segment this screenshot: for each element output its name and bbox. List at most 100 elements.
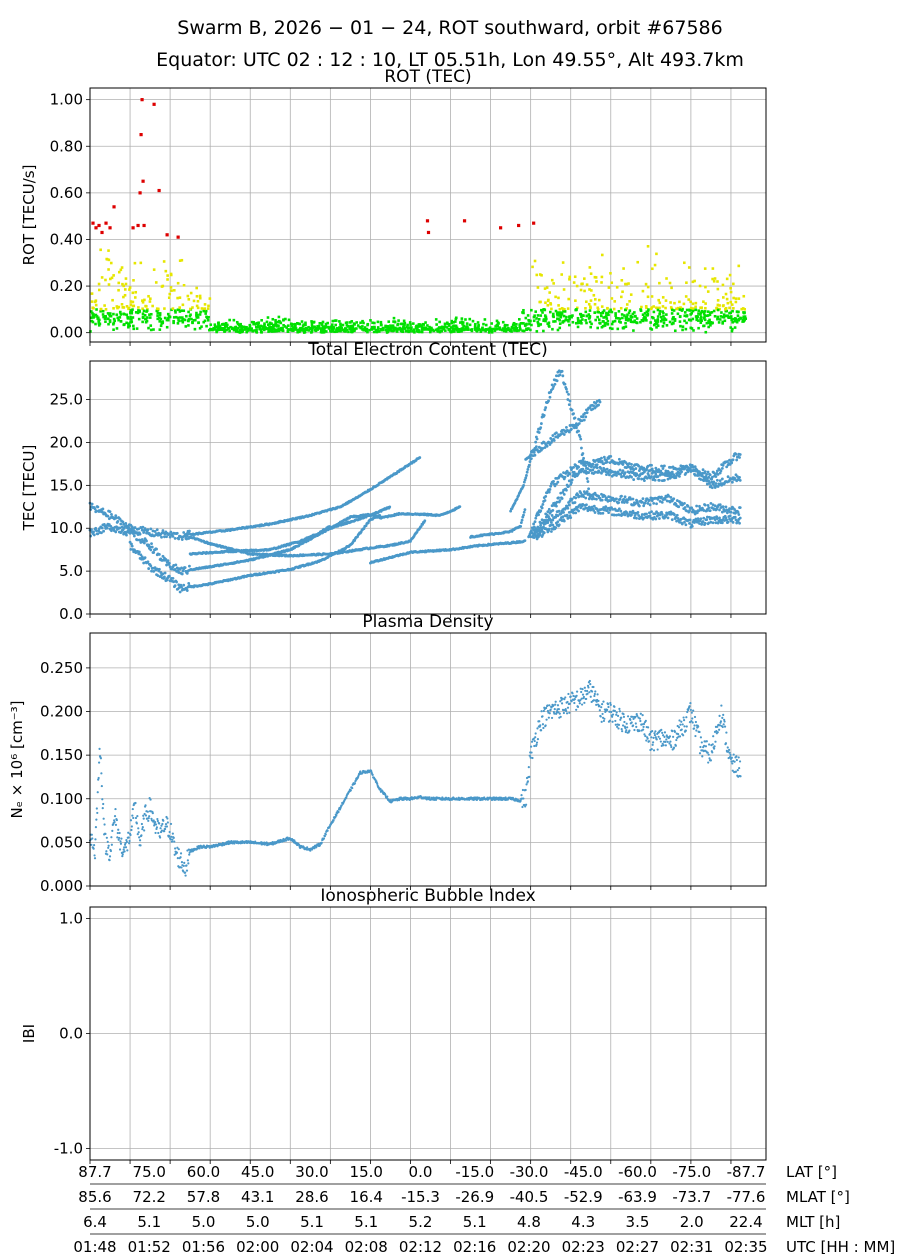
rot-point — [460, 320, 464, 324]
rot-point — [235, 320, 239, 324]
rot-point — [467, 328, 470, 331]
data-point — [690, 465, 694, 469]
rot-point — [479, 328, 482, 332]
data-point — [172, 564, 176, 567]
rot-point — [673, 317, 677, 321]
rot-point — [240, 327, 243, 331]
rot-point — [172, 316, 176, 319]
rot-point — [551, 327, 554, 331]
rot-point — [229, 325, 232, 329]
rot-point — [355, 327, 358, 330]
data-point — [562, 433, 566, 436]
rot-point — [542, 318, 546, 321]
rot-point — [646, 310, 650, 313]
rot-point — [288, 328, 292, 331]
rot-point — [728, 273, 732, 277]
rot-point — [608, 326, 612, 330]
rot-point — [147, 294, 150, 298]
rot-point — [683, 319, 686, 323]
data-point — [587, 487, 590, 491]
rot-point — [716, 308, 720, 312]
data-point — [585, 490, 589, 493]
rot-point — [131, 308, 134, 311]
rot-point — [724, 292, 728, 296]
rot-point — [404, 329, 408, 333]
rot-point — [649, 321, 652, 324]
rot-point — [176, 281, 180, 285]
rot-point — [207, 304, 210, 308]
rot-point — [678, 315, 682, 319]
data-point — [153, 530, 157, 533]
rot-point — [729, 300, 733, 304]
rot-point — [529, 328, 532, 332]
rot-point — [613, 300, 617, 303]
rot-point — [183, 318, 187, 322]
rot-point — [234, 328, 238, 332]
data-point — [581, 452, 585, 455]
rot-point — [700, 319, 703, 323]
rot-point — [709, 324, 712, 327]
rot-point — [115, 313, 119, 317]
data-point — [704, 477, 708, 480]
rot-point — [581, 318, 584, 321]
rot-point — [279, 321, 283, 325]
data-point — [556, 480, 560, 484]
rot-point — [143, 314, 147, 317]
rot-point — [596, 326, 599, 330]
data-point — [551, 508, 555, 512]
rot-point — [461, 321, 465, 324]
data-point — [706, 470, 710, 474]
rot-point — [550, 307, 553, 311]
rot-point — [481, 328, 485, 332]
rot-point — [568, 317, 571, 321]
rot-point — [645, 319, 648, 322]
rot-point — [92, 313, 95, 316]
data-point — [177, 537, 181, 541]
rot-point — [241, 328, 244, 332]
rot-point — [557, 296, 560, 300]
rot-point — [498, 328, 502, 331]
rot-point — [290, 322, 294, 326]
rot-point — [105, 257, 109, 261]
rot-point — [602, 316, 605, 319]
rot-point — [264, 326, 268, 330]
rot-point — [186, 294, 190, 298]
rot-point — [308, 327, 312, 331]
rot-point — [594, 318, 597, 322]
rot-point — [614, 312, 617, 315]
rot-point — [181, 317, 185, 321]
rot-point — [475, 329, 479, 333]
data-point — [138, 538, 142, 542]
rot-point — [90, 300, 94, 303]
rot-point — [409, 329, 412, 332]
data-point — [140, 555, 144, 559]
rot-point — [379, 320, 383, 324]
rot-point — [348, 327, 351, 331]
rot-point — [129, 300, 133, 303]
rot-point — [652, 323, 656, 327]
rot-point — [193, 327, 197, 331]
rot-point — [387, 327, 390, 330]
rot-point — [556, 328, 560, 332]
rot-point — [721, 322, 724, 325]
rot-point — [743, 307, 746, 311]
rot-point — [623, 314, 626, 317]
rot-point — [146, 316, 149, 319]
rot-point — [124, 282, 128, 286]
rot-point — [566, 319, 570, 322]
data-point — [534, 440, 538, 444]
data-point — [140, 528, 144, 532]
data-point — [163, 571, 167, 575]
rot-point — [222, 323, 225, 326]
data-point — [183, 566, 187, 570]
data-point — [573, 416, 577, 420]
rot-point — [656, 318, 660, 321]
rot-point — [182, 284, 186, 287]
rot-point — [389, 324, 392, 327]
data-point — [544, 494, 548, 498]
rot-point — [694, 305, 697, 309]
plot-frame — [89, 87, 767, 343]
data-point — [720, 467, 724, 470]
data-point — [185, 571, 189, 575]
